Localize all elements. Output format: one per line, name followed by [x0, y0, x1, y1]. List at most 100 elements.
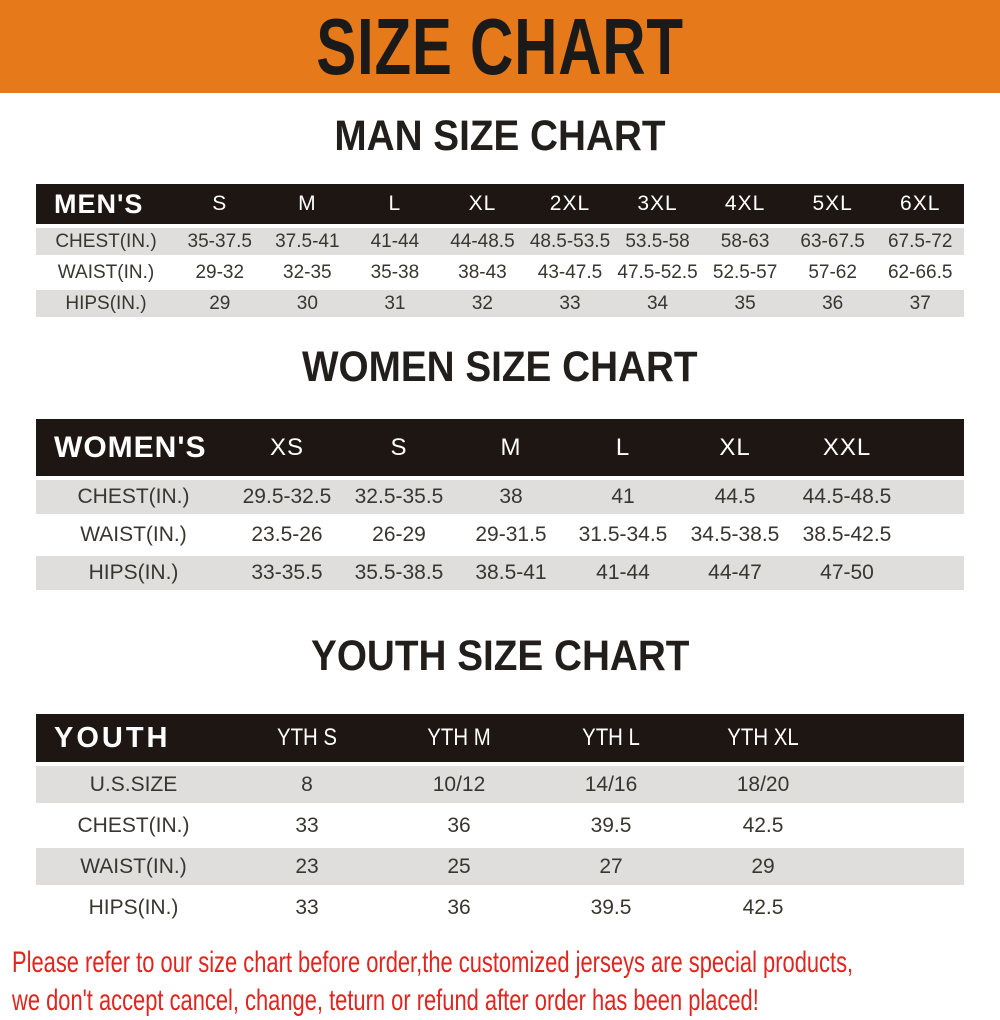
column-header: XS	[269, 433, 304, 461]
size-value: 41-44	[370, 230, 420, 252]
column-header: M	[298, 192, 317, 215]
size-value: 36	[447, 895, 471, 919]
size-value: 62-66.5	[887, 261, 953, 283]
size-value: 39.5	[590, 813, 632, 837]
size-value: 58-63	[720, 230, 770, 252]
size-value: 42.5	[742, 895, 784, 919]
column-header: XL	[719, 433, 751, 461]
size-value: 44-48.5	[450, 230, 515, 252]
table-row: U.S.SIZE 8 10/12 14/16 18/20	[36, 766, 964, 803]
table-corner-label: YOUTH	[54, 721, 171, 754]
size-value: 29-32	[195, 261, 245, 283]
column-header: XL	[468, 192, 497, 215]
size-value: 35-38	[370, 261, 420, 283]
table-row: HIPS(IN.) 33-35.5 35.5-38.5 38.5-41 41-44 44-…	[36, 556, 964, 590]
size-value: 47-50	[820, 561, 874, 584]
size-value: 33	[295, 895, 319, 919]
size-value: 18/20	[736, 772, 790, 796]
row-label: HIPS(IN.)	[65, 292, 147, 314]
men-section-heading: MAN SIZE CHART	[0, 114, 1000, 168]
size-value: 29	[209, 292, 231, 314]
size-value: 37.5-41	[275, 230, 340, 252]
disclaimer-line-2: we don't accept cancel, change, teturn o…	[12, 982, 1000, 1020]
row-label: U.S.SIZE	[89, 772, 178, 796]
youth-size-table: YOUTH YTH S YTH M YTH L YTH XL U.S.SIZE 8 10/12…	[36, 714, 964, 926]
size-value: 35-37.5	[187, 230, 252, 252]
column-header: 6XL	[900, 192, 941, 215]
size-value: 52.5-57	[712, 261, 778, 283]
size-value: 33	[559, 292, 581, 314]
size-value: 31	[384, 292, 406, 314]
size-value: 39.5	[590, 895, 632, 919]
section-youth: YOUTH SIZE CHART YOUTH YTH S YTH M YTH L YTH…	[0, 634, 1000, 926]
size-value: 29.5-32.5	[242, 485, 332, 508]
size-value: 35	[734, 292, 756, 314]
size-value: 38.5-41	[475, 561, 547, 584]
column-header: 2XL	[549, 192, 591, 215]
youth-section-heading: YOUTH SIZE CHART	[0, 634, 1000, 688]
size-value: 10/12	[432, 772, 486, 796]
row-label: HIPS(IN.)	[88, 895, 179, 919]
size-value: 23	[295, 854, 319, 878]
column-header: 4XL	[724, 192, 766, 215]
size-value: 63-67.5	[800, 230, 865, 252]
size-value: 33	[295, 813, 319, 837]
table-row: CHEST(IN.) 35-37.5 37.5-41 41-44 44-48.5 48.5…	[36, 228, 964, 255]
size-value: 36	[447, 813, 471, 837]
men-size-table: MEN'S S M L XL 2XL 3XL 4XL 5XL 6XL CHEST(IN.) 35-37…	[36, 184, 964, 317]
size-value: 34	[646, 292, 669, 314]
size-value: 37	[909, 292, 931, 314]
size-value: 23.5-26	[251, 523, 323, 546]
size-value: 30	[296, 292, 318, 314]
size-value: 31.5-34.5	[578, 523, 668, 546]
column-header: S	[390, 433, 408, 461]
table-corner-label: MEN'S	[54, 188, 144, 219]
size-value: 34.5-38.5	[690, 523, 780, 546]
men-heading-text: MAN SIZE CHART	[334, 112, 666, 160]
women-section-heading: WOMEN SIZE CHART	[0, 345, 1000, 399]
table-header-row: YOUTH YTH S YTH M YTH L YTH XL	[36, 714, 964, 762]
size-value: 44.5	[714, 485, 756, 508]
column-header: YTH S	[276, 724, 338, 751]
column-header: YTH XL	[727, 724, 799, 751]
table-header-row: WOMEN'S XS S M L XL XXL	[36, 419, 964, 476]
row-label: WAIST(IN.)	[57, 261, 155, 283]
row-label: CHEST(IN.)	[55, 230, 157, 252]
size-value: 44-47	[708, 561, 762, 584]
column-header: L	[615, 433, 631, 461]
size-value: 32.5-35.5	[354, 485, 444, 508]
size-value: 53.5-58	[625, 230, 690, 252]
column-header: S	[212, 192, 228, 215]
table-row: WAIST(IN.) 29-32 32-35 35-38 38-43 43-47.5 47.…	[36, 259, 964, 286]
table-corner-label: WOMEN'S	[54, 430, 207, 464]
banner-title: SIZE CHART	[316, 1, 684, 91]
size-value: 29	[751, 854, 775, 878]
section-women: WOMEN SIZE CHART WOMEN'S XS S M L XL XXL CHEST(…	[0, 345, 1000, 590]
size-value: 27	[599, 854, 623, 878]
column-header: YTH M	[427, 724, 491, 751]
table-row: CHEST(IN.) 33 36 39.5 42.5	[36, 807, 964, 844]
row-label: HIPS(IN.)	[88, 561, 179, 584]
size-value: 42.5	[742, 813, 784, 837]
size-chart-banner: SIZE CHART	[0, 0, 1000, 93]
disclaimer-line-1-text: Please refer to our size chart before or…	[12, 946, 854, 979]
table-row: WAIST(IN.) 23 25 27 29	[36, 848, 964, 885]
row-label: WAIST(IN.)	[80, 523, 187, 546]
section-men: MAN SIZE CHART MEN'S S M L XL 2XL 3XL 4XL 5XL 6XL…	[0, 114, 1000, 317]
size-value: 8	[301, 772, 313, 796]
women-size-table: WOMEN'S XS S M L XL XXL CHEST(IN.) 29.5-32.5 32.5…	[36, 419, 964, 590]
column-header: M	[500, 433, 522, 461]
row-label: WAIST(IN.)	[80, 854, 187, 878]
table-row: HIPS(IN.) 29 30 31 32 33 34 35 36 37	[36, 290, 964, 317]
size-value: 32	[471, 292, 493, 314]
size-value: 67.5-72	[887, 230, 953, 252]
size-value: 43-47.5	[537, 261, 603, 283]
size-value: 36	[822, 292, 844, 314]
size-value: 32-35	[283, 261, 332, 283]
column-header: 5XL	[812, 192, 853, 215]
youth-heading-text: YOUTH SIZE CHART	[310, 632, 690, 680]
disclaimer: Please refer to our size chart before or…	[0, 944, 1000, 1020]
size-value: 38-43	[458, 261, 507, 283]
table-header-row: MEN'S S M L XL 2XL 3XL 4XL 5XL 6XL	[36, 184, 964, 224]
table-row: HIPS(IN.) 33 36 39.5 42.5	[36, 889, 964, 926]
